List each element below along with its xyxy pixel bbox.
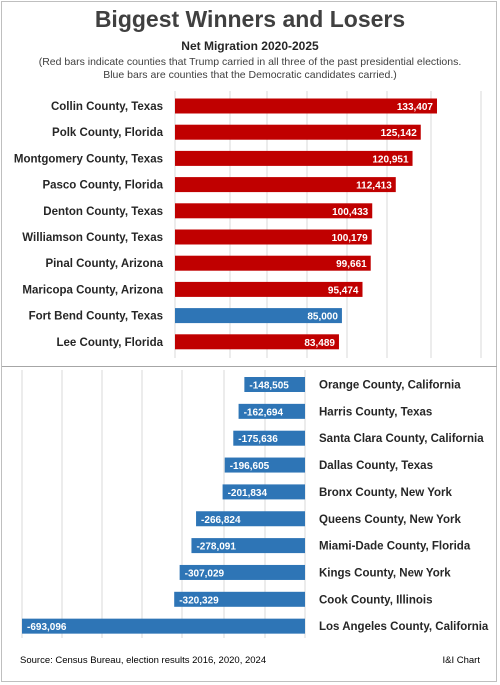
winner-bar <box>175 203 373 219</box>
loser-category-label: Dallas County, Texas <box>319 460 433 472</box>
loser-value-label: -307,029 <box>185 568 225 579</box>
winners-chart: Collin County, Texas 133,407 Polk County, … <box>14 91 482 358</box>
losers-chart: Orange County, California -148,505 Harris … <box>21 370 489 638</box>
loser-value-label: -175,636 <box>238 434 278 445</box>
loser-bar <box>224 457 305 473</box>
winner-bar <box>175 229 372 245</box>
winner-value-label: 112,413 <box>356 181 392 192</box>
winner-bar <box>175 177 396 193</box>
loser-bar <box>174 591 305 607</box>
winner-bar <box>175 334 339 350</box>
loser-category-label: Harris County, Texas <box>319 406 432 418</box>
loser-category-label: Los Angeles County, California <box>319 621 489 633</box>
winner-value-label: 85,000 <box>307 312 338 323</box>
chart-note: (Red bars indicate counties that Trump c… <box>0 56 500 82</box>
winner-category-label: Williamson County, Texas <box>22 232 163 244</box>
loser-category-label: Bronx County, New York <box>319 487 453 499</box>
section-divider <box>2 366 497 367</box>
winner-value-label: 100,433 <box>332 207 369 218</box>
winner-value-label: 133,407 <box>397 102 434 113</box>
winner-value-label: 83,489 <box>304 338 335 349</box>
loser-category-label: Miami-Dade County, Florida <box>319 541 471 553</box>
loser-category-label: Santa Clara County, California <box>319 433 484 445</box>
loser-value-label: -196,605 <box>230 461 270 472</box>
loser-value-label: -693,096 <box>27 622 67 633</box>
loser-category-label: Orange County, California <box>319 380 461 392</box>
winner-bar <box>175 255 371 271</box>
loser-value-label: -201,834 <box>228 488 268 499</box>
chart-subtitle: Net Migration 2020-2025 <box>181 39 319 53</box>
loser-value-label: -266,824 <box>201 515 241 526</box>
loser-category-label: Kings County, New York <box>319 567 451 579</box>
winner-category-label: Maricopa County, Arizona <box>22 284 163 296</box>
loser-bar <box>22 618 305 634</box>
loser-value-label: -148,505 <box>249 381 289 392</box>
winner-value-label: 120,951 <box>372 154 409 165</box>
winner-category-label: Pinal County, Arizona <box>45 258 163 270</box>
loser-bar <box>179 564 305 580</box>
loser-bar <box>244 377 305 392</box>
winner-value-label: 99,661 <box>336 259 367 270</box>
winner-category-label: Fort Bend County, Texas <box>29 311 163 323</box>
winner-bar <box>175 124 421 140</box>
winner-category-label: Collin County, Texas <box>51 101 163 113</box>
winner-category-label: Denton County, Texas <box>43 206 163 218</box>
chart-credit: I&I Chart <box>442 655 481 666</box>
loser-bar <box>222 484 305 500</box>
winner-value-label: 100,179 <box>332 233 369 244</box>
winner-value-label: 125,142 <box>381 128 418 139</box>
loser-category-label: Cook County, Illinois <box>319 594 433 606</box>
winner-bar <box>175 98 437 114</box>
chart-note-line-1: (Red bars indicate counties that Trump c… <box>38 56 462 68</box>
winner-value-label: 95,474 <box>328 285 359 296</box>
winner-category-label: Pasco County, Florida <box>42 180 163 192</box>
loser-value-label: -278,091 <box>196 542 236 553</box>
winner-bar <box>175 308 342 324</box>
loser-bar <box>191 538 305 554</box>
winner-category-label: Lee County, Florida <box>57 337 164 349</box>
winner-bar <box>175 150 413 166</box>
winner-category-label: Montgomery County, Texas <box>14 153 163 165</box>
loser-category-label: Queens County, New York <box>319 514 461 526</box>
loser-value-label: -162,694 <box>244 407 284 418</box>
loser-bar <box>238 403 305 419</box>
source-note: Source: Census Bureau, election results … <box>20 655 267 666</box>
chart-title: Biggest Winners and Losers <box>94 6 406 32</box>
loser-bar <box>233 430 305 446</box>
winner-category-label: Polk County, Florida <box>52 127 164 139</box>
loser-value-label: -320,329 <box>179 595 219 606</box>
chart-note-line-2: Blue bars are counties that the Democrat… <box>103 69 397 81</box>
winner-bar <box>175 281 363 297</box>
loser-bar <box>196 511 305 527</box>
